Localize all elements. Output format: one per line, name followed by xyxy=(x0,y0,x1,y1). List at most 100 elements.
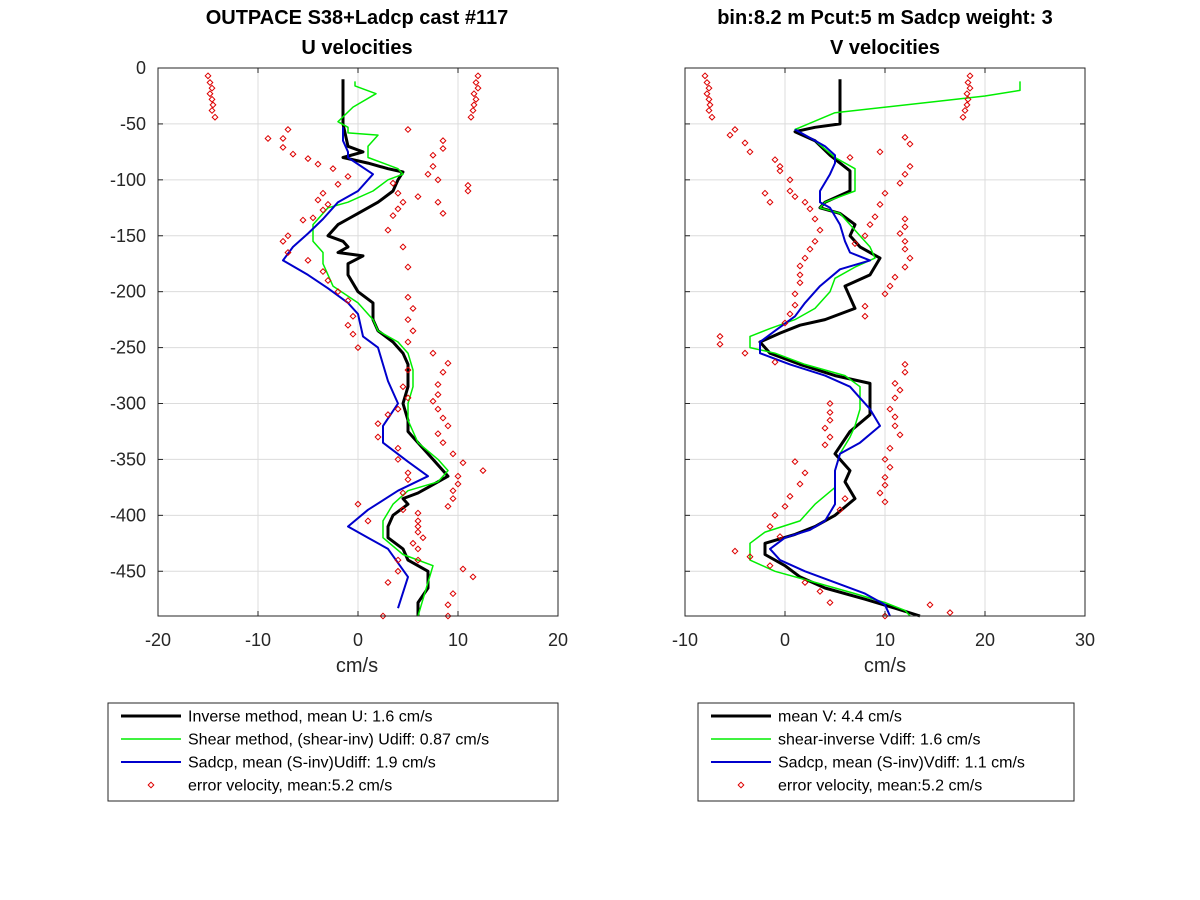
v-error-marker xyxy=(964,95,972,103)
u-error-marker xyxy=(394,455,402,463)
u-error-marker xyxy=(459,459,467,467)
u-error-marker xyxy=(206,90,214,98)
u-legend-label: error velocity, mean:5.2 cm/s xyxy=(188,778,392,795)
u-error-marker xyxy=(439,439,447,447)
v-error-marker xyxy=(705,84,713,92)
u-error-marker xyxy=(472,79,480,87)
u-error-marker xyxy=(389,179,397,187)
v-error-marker xyxy=(966,84,974,92)
u-error-marker xyxy=(434,391,442,399)
u-error-marker xyxy=(404,263,412,271)
v-series-line-1 xyxy=(749,81,1021,617)
u-error-marker xyxy=(470,101,478,109)
v-error-marker xyxy=(705,106,713,115)
u-error-marker xyxy=(384,411,392,419)
u-ytick-label: -50 xyxy=(120,114,146,134)
v-error-marker xyxy=(731,547,739,555)
u-error-marker xyxy=(279,143,287,151)
u-error-marker xyxy=(384,226,392,234)
u-error-marker xyxy=(384,578,392,586)
v-error-marker xyxy=(826,433,834,441)
v-error-marker xyxy=(811,215,819,223)
u-error-marker xyxy=(429,162,437,170)
v-ticks: -10 0 10 20 30 xyxy=(672,67,1095,650)
u-error-marker xyxy=(394,205,402,213)
u-legend-marker xyxy=(147,781,155,789)
u-ytick-label: -200 xyxy=(110,282,146,302)
v-error-marker xyxy=(946,609,954,617)
u-xlabel: cm/s xyxy=(336,655,378,677)
v-error-marker xyxy=(901,368,909,376)
u-error-marker xyxy=(449,450,457,458)
u-error-marker xyxy=(449,487,457,495)
v-error-marker xyxy=(771,511,779,519)
v-error-marker xyxy=(841,495,849,503)
v-error-marker xyxy=(786,187,794,195)
u-error-marker xyxy=(434,405,442,413)
u-error-marker xyxy=(304,155,312,163)
v-xtick-label: 30 xyxy=(1075,630,1095,650)
u-error-marker xyxy=(414,528,422,536)
u-error-marker xyxy=(404,338,412,346)
v-error-marker xyxy=(876,200,884,208)
u-error-marker xyxy=(474,72,482,80)
u-xtick-label: 0 xyxy=(353,630,363,650)
u-error-marker xyxy=(404,316,412,324)
v-error-marker xyxy=(701,72,709,80)
v-error-marker xyxy=(964,79,972,87)
v-error-marker xyxy=(901,133,909,141)
v-error-marker xyxy=(801,469,809,477)
u-error-marker xyxy=(439,137,447,145)
u-error-marker xyxy=(459,565,467,573)
u-error-marker xyxy=(429,397,437,405)
v-error-marker xyxy=(826,400,834,408)
panel-v: bin:8.2 m Pcut:5 m Sadcp weight: 3 V vel… xyxy=(672,7,1095,802)
u-error-marker xyxy=(414,556,422,564)
v-error-marker xyxy=(906,140,914,148)
u-series-line-2 xyxy=(282,127,429,609)
v-error-marker xyxy=(881,290,889,298)
v-error-marker xyxy=(811,237,819,245)
v-error-marker xyxy=(881,455,889,463)
u-error-marker xyxy=(467,113,475,121)
v-error-marker xyxy=(703,79,711,87)
v-error-marker xyxy=(726,131,734,139)
u-legend-label: Sadcp, mean (S-inv)Udiff: 1.9 cm/s xyxy=(188,755,436,772)
u-error-marker xyxy=(434,176,442,184)
u-error-marker xyxy=(429,349,437,357)
u-ytick-label: -150 xyxy=(110,226,146,246)
u-error-marker xyxy=(374,420,382,428)
u-ytick-label: 0 xyxy=(136,58,146,78)
u-error-marker xyxy=(394,189,402,197)
u-error-marker xyxy=(469,573,477,581)
u-error-marker xyxy=(419,534,427,542)
v-error-marker xyxy=(796,262,804,270)
v-error-marker xyxy=(771,358,779,366)
u-error-marker xyxy=(404,126,412,134)
v-error-marker xyxy=(786,310,794,318)
u-error-marker xyxy=(344,172,352,180)
v-error-marker xyxy=(891,422,899,430)
u-series xyxy=(204,72,487,620)
u-error-marker xyxy=(414,509,422,517)
u-error-marker xyxy=(304,256,312,264)
u-error-marker xyxy=(389,212,397,220)
u-error-marker xyxy=(414,193,422,201)
v-error-marker xyxy=(791,458,799,466)
v-error-marker xyxy=(708,113,716,121)
u-error-marker xyxy=(439,368,447,376)
v-legend-label: error velocity, mean:5.2 cm/s xyxy=(778,778,982,795)
u-ytick-label: -350 xyxy=(110,449,146,469)
v-legend: mean V: 4.4 cm/s shear-inverse Vdiff: 1.6… xyxy=(697,702,1075,802)
v-error-marker xyxy=(881,612,889,620)
v-error-marker xyxy=(731,126,739,134)
v-title: bin:8.2 m Pcut:5 m Sadcp weight: 3 xyxy=(717,7,1053,29)
v-error-marker xyxy=(766,523,774,531)
u-error-marker xyxy=(379,612,387,620)
u-ytick-label: -300 xyxy=(110,394,146,414)
u-error-marker xyxy=(404,293,412,301)
v-error-marker xyxy=(891,413,899,421)
u-error-marker xyxy=(429,151,437,159)
u-error-marker xyxy=(464,181,472,189)
v-error-marker xyxy=(796,271,804,279)
